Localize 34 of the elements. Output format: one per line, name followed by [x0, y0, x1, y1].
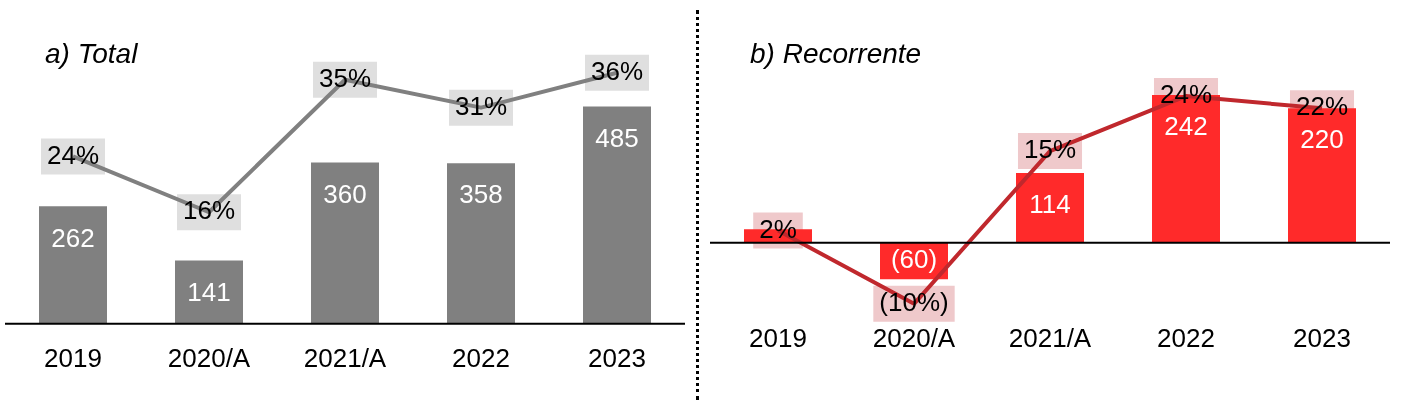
x-tick-label: 2020/A — [167, 342, 251, 373]
chart-title: b) Recorrente — [750, 37, 922, 69]
data-label: 24% — [46, 139, 100, 170]
bar — [1016, 173, 1084, 243]
x-tick-label: 2019 — [44, 342, 102, 373]
x-tick-label: 2019 — [749, 322, 807, 353]
x-tick-label: 2020/A — [872, 322, 956, 353]
bar — [583, 106, 651, 324]
x-tick-label: 2022 — [452, 342, 510, 373]
bar — [447, 163, 515, 324]
data-label: 262 — [51, 222, 95, 253]
x-tick-label: 2023 — [1293, 322, 1351, 353]
x-tick-label: 2021/A — [1008, 322, 1092, 353]
data-label: 114 — [1029, 189, 1071, 220]
data-label: 36% — [590, 55, 644, 86]
x-tick-label: 2021/A — [303, 342, 387, 373]
data-label: 485 — [595, 122, 639, 153]
x-tick-label: 2023 — [588, 342, 646, 373]
data-label: 242 — [1164, 111, 1208, 142]
text: a) Total — [45, 37, 139, 69]
x-tick-label: 2022 — [1157, 322, 1215, 353]
data-label: 141 — [187, 276, 231, 307]
data-label: 358 — [459, 179, 503, 210]
data-label: 220 — [1300, 124, 1344, 155]
bar — [175, 260, 243, 324]
data-label: 16% — [182, 195, 236, 226]
data-label: 31% — [454, 90, 508, 121]
data-label: 360 — [323, 178, 367, 209]
bar — [39, 206, 107, 324]
data-label: 35% — [318, 62, 372, 93]
bar — [311, 162, 379, 324]
data-label: (10%) — [879, 286, 949, 317]
data-label: (60) — [890, 244, 938, 275]
data-label: 2% — [759, 213, 797, 244]
